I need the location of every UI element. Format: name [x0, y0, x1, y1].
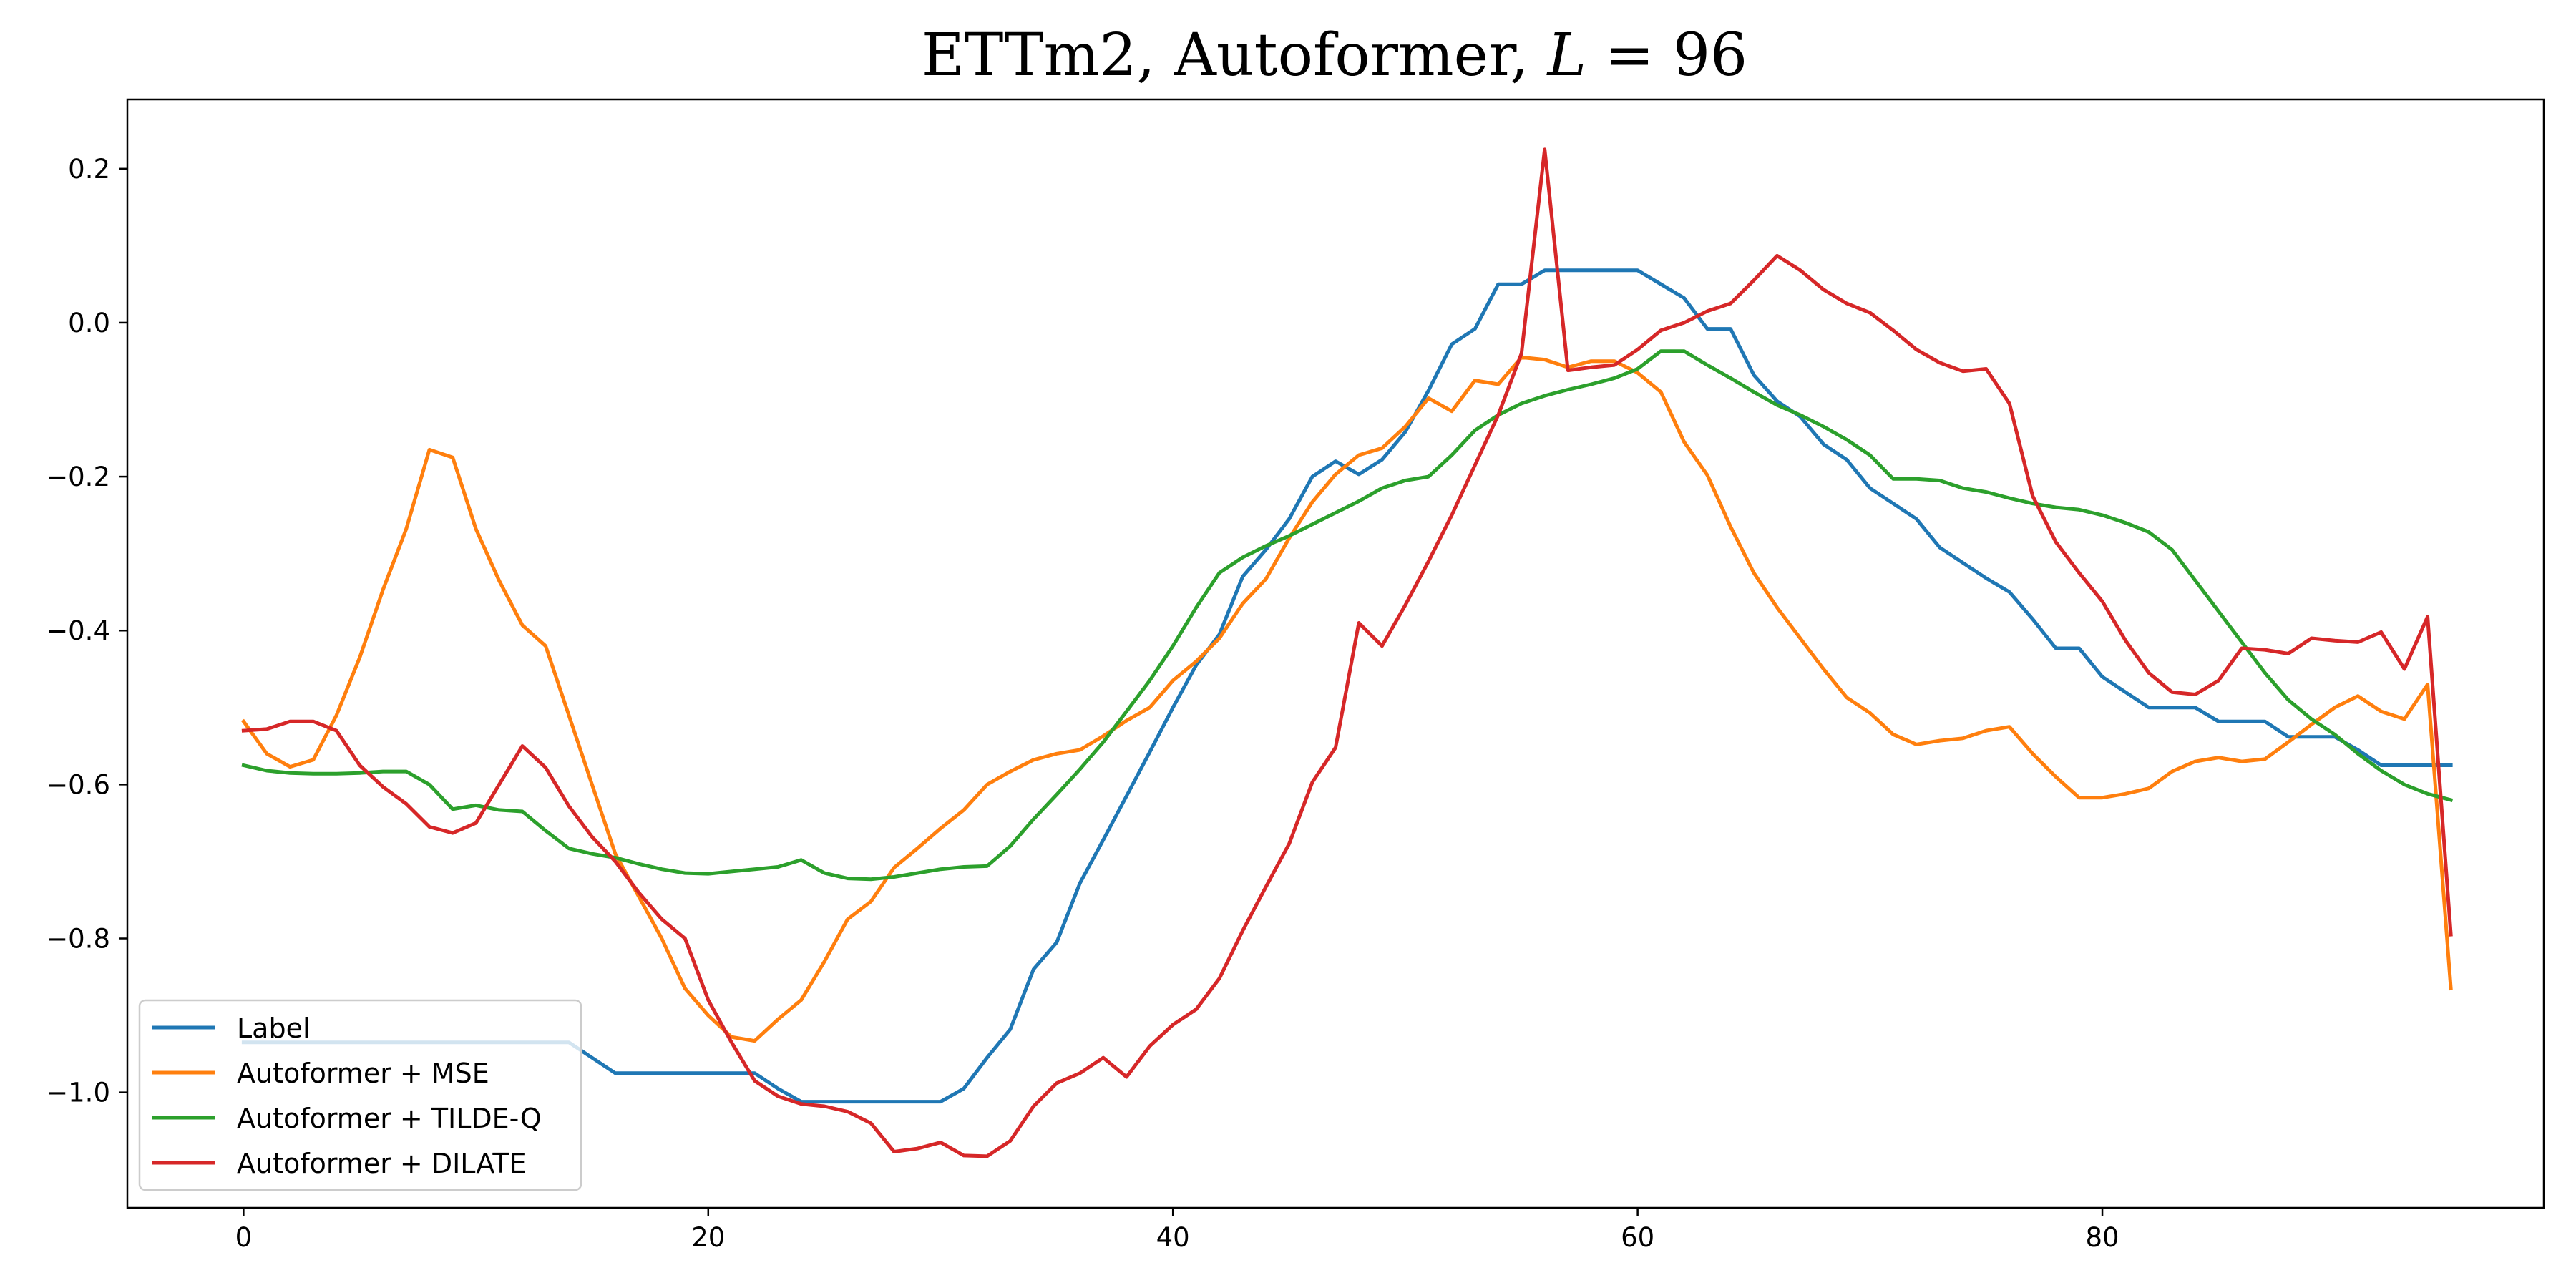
axes: 0 20 40 60 80 0.2 0.0 −0.2 −0.4 −0.6 −0.8 −1.0 [46, 98, 2545, 1253]
x-tick-label-1: 20 [691, 1222, 725, 1253]
series-line-0 [241, 268, 2453, 1104]
legend-label-1: Autoformer + MSE [237, 1058, 489, 1089]
y-tick-label-5: −0.8 [46, 924, 110, 955]
y-tick-label-3: −0.4 [46, 615, 110, 646]
x-tick-label-4: 80 [2086, 1222, 2119, 1253]
y-tick-label-2: −0.2 [46, 462, 110, 492]
y-tick-label-6: −1.0 [46, 1078, 110, 1108]
legend: Label Autoformer + MSE Autoformer + TILDE-… [138, 999, 582, 1191]
y-tick-label-0: 0.2 [68, 154, 110, 185]
x-tick-label-3: 60 [1621, 1222, 1654, 1253]
chart-title: ETTm2, Autoformer, L = 96 [922, 21, 1747, 89]
legend-box [138, 999, 582, 1191]
x-tick-label-2: 40 [1156, 1222, 1190, 1253]
y-tick-label-1: 0.0 [68, 308, 110, 338]
legend-label-2: Autoformer + TILDE-Q [237, 1103, 542, 1134]
series-line-3 [241, 147, 2453, 1158]
legend-label-0: Label [237, 1013, 311, 1044]
legend-label-3: Autoformer + DILATE [237, 1148, 527, 1179]
axes-frame [126, 98, 2545, 1209]
plot-area [240, 147, 2454, 1158]
series-line-1 [240, 355, 2453, 1043]
x-tick-label-0: 0 [235, 1222, 253, 1253]
y-tick-label-4: −0.6 [46, 769, 110, 800]
